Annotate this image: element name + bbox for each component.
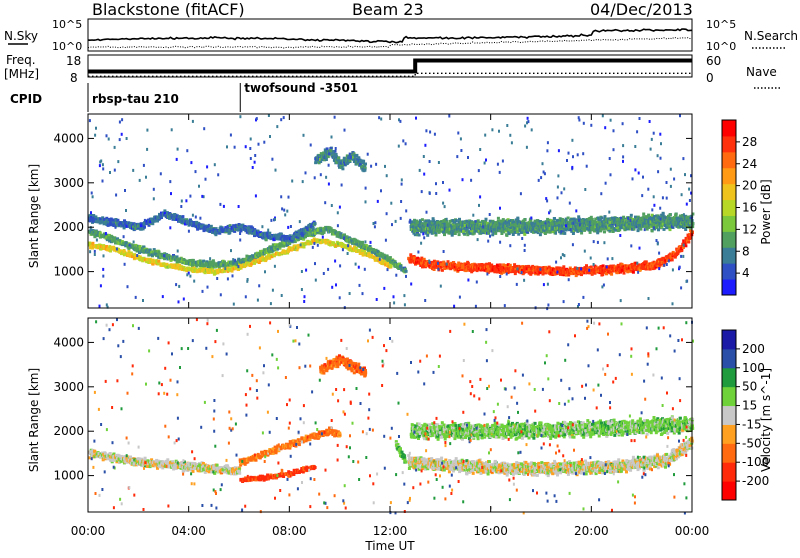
range-gate-cell: [361, 241, 364, 244]
range-gate-cell: [517, 233, 520, 236]
noise-panel: N.Sky 10^5 10^0 10^5 10^0 N.Search: [4, 18, 798, 53]
range-gate-cell: [91, 242, 94, 245]
range-gate-cell: [516, 218, 519, 221]
range-gate-cell: [282, 245, 285, 248]
range-gate-cell: [389, 264, 392, 267]
freq-tick-top: 18: [66, 54, 81, 68]
nave-label: Nave: [746, 65, 777, 79]
date-label: 04/Dec/2013: [590, 0, 693, 19]
range-gate-cell: [485, 218, 488, 221]
range-gate-cell: [94, 215, 97, 218]
noise-right-tick-bottom: 10^0: [706, 40, 736, 53]
plot-title: Blackstone (fitACF): [92, 0, 245, 19]
freq-trace: [88, 61, 692, 72]
range-gate-cell: [268, 232, 271, 235]
noise-left-tick-top: 10^5: [52, 18, 82, 31]
range-gate-cell: [153, 220, 156, 223]
range-gate-cell: [405, 270, 408, 273]
nave-trace: [88, 73, 692, 76]
cpid-segment-0: rbsp-tau 210: [92, 92, 179, 106]
cpid-segment-1: twofsound -3501: [244, 81, 358, 95]
range-gate-cell: [418, 234, 421, 237]
power-data: [88, 114, 694, 310]
cpid-label: CPID: [10, 92, 42, 106]
beam-label: Beam 23: [352, 0, 424, 19]
noise-left-tick-bottom: 10^0: [52, 40, 82, 53]
range-gate-cell: [458, 233, 461, 236]
range-gate-cell: [546, 231, 549, 234]
range-gate-cell: [312, 227, 315, 230]
range-gate-cell: [497, 217, 500, 220]
range-gate-cell: [512, 220, 515, 223]
range-gate-cell: [523, 218, 526, 221]
range-gate-cell: [632, 271, 635, 274]
noise-sky-trace: [88, 29, 692, 43]
range-gate-cell: [489, 220, 492, 223]
range-gate-cell: [303, 246, 306, 249]
range-gate-cell: [623, 272, 626, 275]
noise-search-label: N.Search: [744, 29, 798, 43]
range-gate-cell: [671, 258, 674, 261]
freq-label: Freq.: [6, 53, 36, 67]
range-gate-cell: [157, 260, 160, 263]
range-gate-cell: [539, 233, 542, 236]
range-gate-cell: [562, 265, 565, 268]
range-gate-cell: [455, 230, 458, 233]
noise-traces: [88, 29, 692, 48]
range-gate-cell: [684, 244, 687, 247]
range-gate-cell: [443, 233, 446, 236]
range-gate-cell: [491, 233, 494, 236]
range-gate-cell: [610, 273, 613, 276]
range-gate-cell: [143, 226, 146, 229]
range-gate-cell: [314, 222, 317, 225]
noise-sky-label: N.Sky: [4, 29, 38, 43]
freq-panel: Freq. [MHz] 18 8 60 0 Nave: [4, 53, 780, 88]
nave-tick-top: 60: [706, 54, 721, 68]
freq-tick-bottom: 8: [70, 71, 78, 85]
freq-unit-label: [MHz]: [4, 67, 39, 81]
range-gate-cell: [548, 266, 551, 269]
cpid-row: CPID rbsp-tau 210 twofsound -3501: [10, 81, 358, 112]
range-gate-cell: [455, 219, 458, 222]
noise-right-tick-top: 10^5: [706, 18, 736, 31]
range-gate-cell: [469, 232, 472, 235]
range-gate-cell: [523, 233, 526, 236]
range-gate-cell: [458, 218, 461, 221]
range-gate-cell: [494, 232, 497, 235]
range-gate-cell: [181, 215, 184, 218]
range-gate-cell: [125, 242, 128, 245]
nave-tick-bottom: 0: [706, 71, 714, 85]
range-gate-cell: [424, 220, 427, 223]
